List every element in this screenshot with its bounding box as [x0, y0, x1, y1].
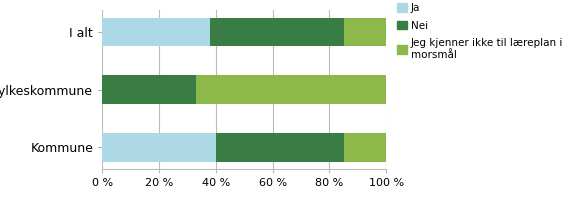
Bar — [102, 18, 210, 46]
Bar — [216, 133, 344, 162]
Bar — [102, 133, 216, 162]
Bar — [210, 18, 344, 46]
Legend: Ja, Nei, Jeg kjenner ikke til læreplan i
morsmål: Ja, Nei, Jeg kjenner ikke til læreplan i… — [397, 3, 563, 60]
Bar — [102, 75, 196, 104]
Bar — [196, 75, 386, 104]
Bar — [344, 18, 386, 46]
Bar — [344, 133, 386, 162]
